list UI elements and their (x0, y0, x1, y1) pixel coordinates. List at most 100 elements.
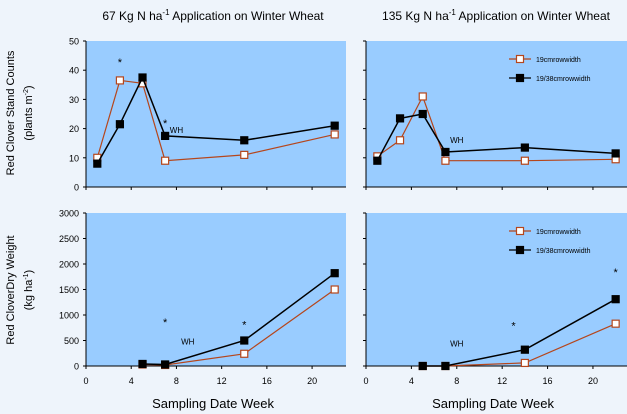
y-tick-label: 1500 (59, 285, 79, 295)
y-tick-label: 2500 (59, 234, 79, 244)
row-label-stand-counts-text: Red Clover Stand Counts (5, 50, 17, 175)
plot-area (366, 213, 627, 366)
data-point-19_38cm (115, 120, 125, 129)
series-line-19_38cm (422, 298, 617, 367)
data-point-19_38cm (441, 147, 450, 157)
panel-title-text: 67 Kg N ha (102, 9, 162, 23)
significance-marker: * (163, 118, 168, 130)
row-label-unit-stem: (kg ha (23, 279, 35, 310)
data-point-19_38cm (520, 345, 529, 354)
legend-marker-19_38cm (515, 245, 525, 255)
data-point-19cm (240, 349, 249, 358)
y-tick-label: 0 (74, 362, 79, 372)
x-tick-label: 16 (262, 376, 272, 386)
legend-marker-19_38cm (515, 73, 525, 83)
row-label-dry-weight-text: Red CloverDry Weight (5, 235, 17, 344)
wheat-harvest-label: WH (181, 338, 195, 347)
panel-stand-67: 0 10 20 30 40 50 67 Kg N ha-1 Application on W… (69, 8, 346, 193)
panel-title-sup: -1 (449, 8, 457, 17)
x-tick-label: 8 (454, 376, 459, 386)
data-point-19cm (330, 285, 339, 294)
x-tick-label: 8 (174, 376, 179, 386)
data-point-19_38cm (240, 336, 249, 345)
data-point-19_38cm (240, 136, 249, 145)
data-point-19_38cm (395, 114, 405, 123)
data-point-19cm (395, 136, 405, 145)
panel-title-sup: -1 (162, 8, 170, 17)
series-line-19_38cm (142, 272, 336, 366)
panel-title: 67 Kg N ha-1 Application on Winter Wheat (102, 8, 324, 23)
row-label-stand-counts: Red Clover Stand Counts (5, 50, 17, 175)
y-tick-label: 30 (69, 95, 79, 105)
data-point-19cm (161, 156, 170, 165)
row-label-unit-close: ) (23, 270, 35, 274)
legend-marker-19cm (515, 54, 525, 64)
significance-marker: * (242, 319, 247, 331)
legend-label-19_38cm: 19/38cmrowwidth (536, 76, 591, 83)
row-label-unit-sup: -2 (23, 89, 30, 95)
wheat-harvest-label: WH (450, 136, 464, 145)
series-line-19_38cm (96, 75, 335, 164)
y-tick-label: 10 (69, 153, 79, 163)
x-tick-label: 0 (363, 376, 368, 386)
data-point-19_38cm (93, 159, 102, 168)
row-label-stand-counts-unit: (plants m-2) (23, 85, 35, 140)
panel-title-text: 135 Kg N ha (382, 9, 449, 23)
legend-marker-19cm (515, 226, 525, 236)
row-label-unit-close: ) (23, 85, 35, 89)
y-tick-label: 1000 (59, 311, 79, 321)
x-tick-label: 4 (129, 376, 134, 386)
row-label-unit-sup: -1 (23, 273, 30, 279)
panel-stand-135: 135 Kg N ha-1 Application on Winter Whea… (363, 8, 627, 190)
data-point-19_38cm (418, 361, 427, 371)
y-tick-label: 3000 (59, 209, 79, 219)
x-tick-label: 20 (307, 376, 317, 386)
series-line-19cm (96, 79, 335, 162)
panel-dry-135: 0 4 8 12 16 20 WH * * 19cmrowwidth 19/38cmrowwidth (363, 212, 627, 386)
data-point-19_38cm (418, 109, 427, 119)
x-tick-label: 4 (409, 376, 414, 386)
data-point-19_38cm (373, 156, 382, 165)
y-tick-label: 40 (69, 66, 79, 76)
legend-label-19cm: 19cmrowwidth (536, 229, 581, 236)
plot-area (86, 41, 346, 187)
panel-title-rest: Application on Winter Wheat (170, 9, 325, 23)
x-tick-label: 12 (217, 376, 227, 386)
data-point-19_38cm (330, 269, 339, 278)
data-point-19_38cm (611, 295, 620, 304)
series-line-19_38cm (376, 113, 616, 162)
data-point-19cm (330, 130, 339, 139)
plot-area (366, 41, 627, 187)
data-point-19_38cm (161, 131, 170, 140)
data-point-19_38cm (330, 121, 339, 130)
data-point-19cm (418, 92, 427, 101)
data-point-19cm (115, 76, 125, 85)
x-tick-label: 16 (543, 376, 553, 386)
panel-dry-67: 0 500 1000 1500 2000 2500 3000 0 4 8 12 16 20 * WH * (59, 209, 346, 386)
row-label-dry-weight: Red CloverDry Weight (5, 235, 17, 344)
y-tick-label: 20 (69, 124, 79, 134)
significance-marker: * (614, 267, 619, 279)
data-point-19_38cm (520, 143, 529, 152)
y-tick-label: 0 (74, 183, 79, 193)
x-axis-title-right: Sampling Date Week (432, 396, 554, 411)
data-point-19_38cm (161, 360, 170, 369)
panel-title-rest: Application on Winter Wheat (456, 9, 611, 23)
y-tick-label: 50 (69, 37, 79, 47)
significance-marker: * (163, 317, 168, 329)
legend-label-19_38cm: 19/38cmrowwidth (536, 248, 591, 255)
x-tick-label: 0 (83, 376, 88, 386)
x-tick-label: 12 (497, 376, 507, 386)
data-point-19_38cm (138, 73, 147, 82)
wheat-harvest-label: WH (170, 126, 184, 135)
wheat-harvest-label: WH (450, 340, 464, 349)
legend-label-19cm: 19cmrowwidth (536, 57, 581, 64)
y-tick-label: 500 (64, 336, 79, 346)
data-point-19cm (520, 358, 529, 368)
data-point-19cm (520, 156, 529, 165)
plot-area (86, 213, 346, 366)
significance-marker: * (118, 57, 123, 69)
data-point-19_38cm (441, 361, 450, 371)
row-label-dry-weight-unit: (kg ha-1) (23, 270, 35, 310)
